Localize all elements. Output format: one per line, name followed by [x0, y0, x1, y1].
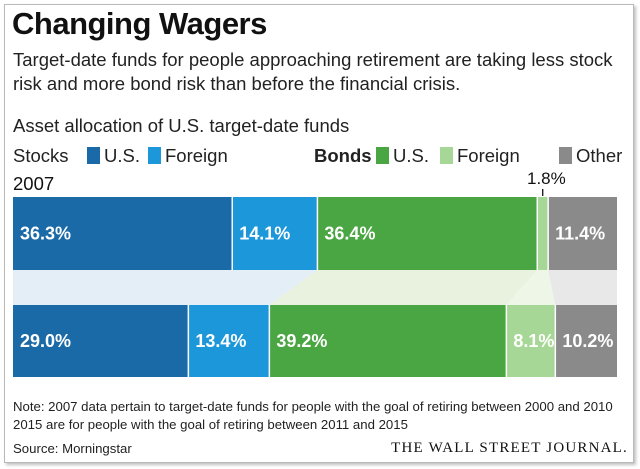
bar-segment: [548, 197, 617, 270]
bar-segment: [232, 197, 318, 270]
bar-segment: [317, 197, 538, 270]
bar-label: 36.3%: [20, 224, 71, 244]
legend-swatch: [440, 147, 453, 164]
bar-label: 8.1%: [513, 331, 554, 351]
connector-band: [13, 270, 233, 305]
year-label-2007: 2007: [13, 173, 55, 194]
bar-segment: [188, 305, 270, 377]
bar-label: 11.4%: [555, 224, 605, 244]
bar-segment: [13, 305, 189, 377]
bar-segment: [269, 305, 507, 377]
bar-segment: [506, 305, 556, 377]
legend-swatch: [376, 147, 389, 164]
bar-label: 36.4%: [324, 224, 375, 244]
connector-band: [548, 270, 617, 305]
legend-label: Other: [576, 145, 623, 166]
legend-bonds-us: U.S.: [376, 145, 429, 167]
legend-bonds-foreign: Foreign: [440, 145, 520, 167]
bar-segment: [13, 197, 233, 270]
legend-stocks-us: U.S.: [87, 145, 140, 167]
connector-band: [188, 270, 318, 305]
bar-label: 10.2%: [562, 331, 613, 351]
legend-stocks-foreign: Foreign: [148, 145, 228, 167]
bar-label: 29.0%: [20, 331, 71, 351]
legend-label: Foreign: [165, 145, 228, 166]
legend-label: Foreign: [457, 145, 520, 166]
chart-headline: Changing Wagers: [12, 6, 267, 41]
legend-swatch: [148, 147, 161, 164]
legend-label: U.S.: [393, 145, 429, 166]
chart-subtitle: Target-date funds for people approaching…: [13, 49, 613, 94]
legend-bonds-head: Bonds: [314, 145, 372, 166]
bar-segment: [555, 305, 617, 377]
chart-note: Note: 2007 data pertain to target-date f…: [13, 399, 613, 432]
connector-band: [506, 270, 556, 305]
chart-title: Asset allocation of U.S. target-date fun…: [13, 115, 350, 136]
legend: Stocks U.S. Foreign Bonds U.S. Foreign O…: [0, 145, 640, 169]
chart-source: Source: Morningstar: [13, 441, 132, 456]
legend-stocks-head: Stocks: [13, 145, 69, 166]
bar-label-2007-bonds-foreign: 1.8%: [527, 169, 566, 188]
legend-label: U.S.: [104, 145, 140, 166]
legend-swatch: [87, 147, 100, 164]
bar-label: 13.4%: [195, 331, 246, 351]
bar-label: 39.2%: [276, 331, 327, 351]
bar-label: 14.1%: [239, 224, 290, 244]
legend-swatch: [559, 147, 572, 164]
bar-segment: [537, 197, 549, 270]
connector-band: [269, 270, 538, 305]
publisher-logo: THE WALL STREET JOURNAL.: [391, 440, 628, 456]
legend-other: Other: [559, 145, 622, 167]
